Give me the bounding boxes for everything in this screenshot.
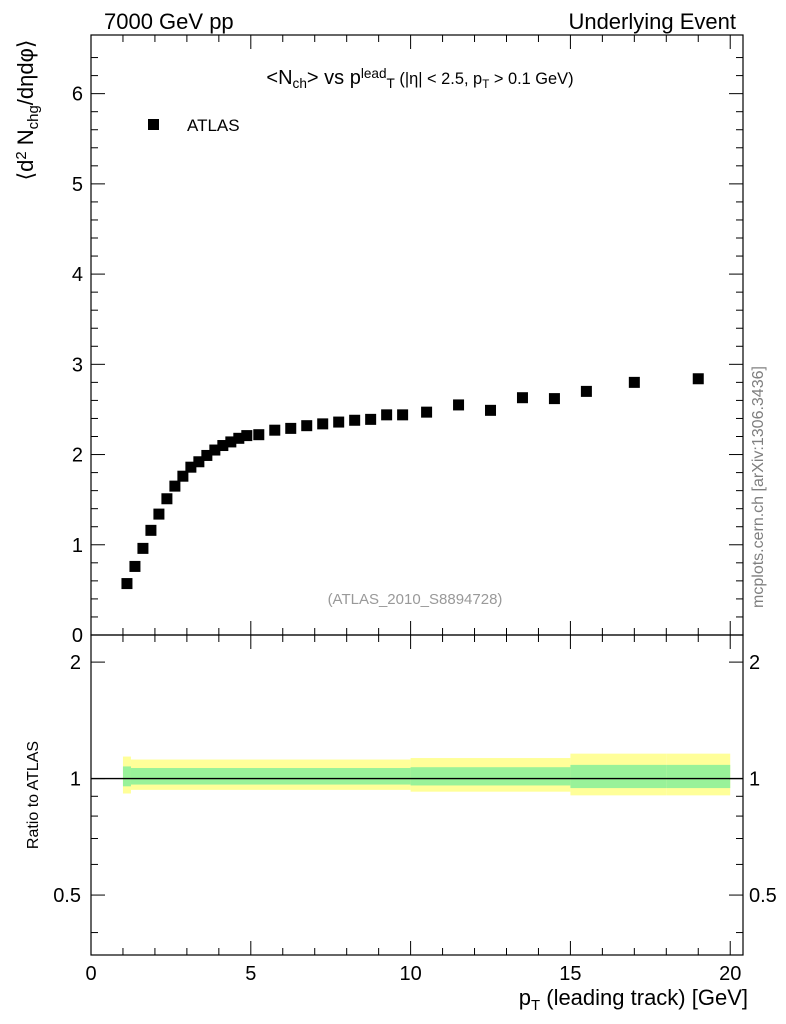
data-point bbox=[453, 399, 465, 411]
data-point bbox=[225, 436, 237, 448]
ratio-band-inner bbox=[666, 764, 731, 789]
legend: ATLAS bbox=[148, 116, 240, 135]
y-tick-label: 3 bbox=[72, 354, 83, 376]
x-tick-label: 15 bbox=[559, 963, 581, 985]
data-point bbox=[301, 420, 313, 432]
data-point bbox=[580, 385, 592, 397]
data-point bbox=[193, 456, 205, 468]
main-axis-ticks: 0 1 2 3 4 5 6 bbox=[72, 35, 743, 647]
data-point bbox=[177, 470, 189, 482]
data-point bbox=[217, 440, 229, 452]
x-tick-label: 5 bbox=[245, 963, 256, 985]
data-point bbox=[161, 493, 173, 505]
y-tick-label: 5 bbox=[72, 174, 83, 196]
data-point bbox=[692, 373, 704, 385]
ratio-band-inner bbox=[570, 764, 667, 789]
header-left-label: 7000 GeV pp bbox=[104, 9, 234, 34]
x-axis-label: pT (leading track) [GeV] bbox=[519, 985, 748, 1014]
ratio-y-tick-label: 1 bbox=[70, 769, 81, 791]
y-tick-label: 0 bbox=[72, 625, 83, 647]
ratio-band-inner bbox=[130, 767, 411, 785]
ratio-y-tick-label: 0.5 bbox=[53, 885, 81, 907]
watermark-label: mcplots.cern.ch [arXiv:1306.3436] bbox=[750, 366, 767, 608]
data-point bbox=[397, 409, 409, 421]
data-point bbox=[185, 461, 197, 473]
data-point bbox=[145, 524, 157, 536]
data-point bbox=[349, 414, 361, 426]
analysis-id-label: (ATLAS_2010_S8894728) bbox=[328, 591, 503, 608]
y-tick-label: 4 bbox=[72, 264, 83, 286]
legend-label-atlas: ATLAS bbox=[187, 116, 240, 135]
x-tick-label: 10 bbox=[399, 963, 421, 985]
data-point bbox=[421, 406, 433, 418]
ratio-band-inner bbox=[122, 766, 131, 787]
ratio-uncertainty-bands bbox=[122, 753, 731, 796]
data-point bbox=[153, 508, 165, 520]
y-tick-label: 6 bbox=[72, 84, 83, 106]
data-point bbox=[137, 542, 149, 554]
main-chart-title: <Nch> vs pleadT (|η| < 2.5, pT > 0.1 GeV… bbox=[266, 66, 573, 91]
ratio-y-tick-label: 2 bbox=[70, 652, 81, 674]
data-point bbox=[233, 432, 245, 444]
data-point bbox=[269, 424, 281, 436]
data-point bbox=[485, 404, 497, 416]
data-point bbox=[201, 449, 213, 461]
data-point bbox=[209, 444, 221, 456]
ratio-plot: 0.5 0.51 12 20 5 10 15 20 Ratio to ATLAS pT (le… bbox=[25, 634, 777, 1014]
ratio-y-tick-label-right: 1 bbox=[749, 769, 760, 791]
y-tick-label: 1 bbox=[72, 535, 83, 557]
ratio-band-inner bbox=[410, 767, 571, 786]
data-point bbox=[285, 422, 297, 434]
data-point bbox=[317, 418, 329, 430]
data-point bbox=[365, 413, 377, 425]
ratio-y-tick-label-right: 0.5 bbox=[749, 885, 777, 907]
y-tick-label: 2 bbox=[72, 445, 83, 467]
legend-marker-atlas bbox=[148, 119, 159, 130]
ratio-plot-frame bbox=[90, 634, 744, 956]
ratio-y-axis-label: Ratio to ATLAS bbox=[25, 741, 42, 849]
x-tick-label: 20 bbox=[719, 963, 741, 985]
data-point bbox=[121, 578, 133, 590]
ratio-axis-ticks: 0.5 0.51 12 20 5 10 15 20 bbox=[53, 635, 777, 985]
data-point bbox=[333, 416, 345, 428]
data-point bbox=[129, 560, 141, 572]
data-point bbox=[516, 392, 528, 404]
data-point bbox=[548, 393, 560, 405]
ratio-y-tick-label-right: 2 bbox=[749, 652, 760, 674]
data-point bbox=[169, 480, 181, 492]
data-point bbox=[253, 429, 265, 441]
data-point bbox=[628, 376, 640, 388]
main-data-marks bbox=[121, 373, 704, 590]
data-point bbox=[381, 409, 393, 421]
main-y-axis-label: ⟨d2 Nchg/dηdφ⟩ bbox=[13, 40, 42, 181]
x-tick-label: 0 bbox=[85, 963, 96, 985]
header-right-label: Underlying Event bbox=[568, 9, 736, 34]
main-plot: 0 1 2 3 4 5 6 <Nch> vs pleadT (|η| < 2.5, pT >… bbox=[13, 34, 744, 647]
data-point bbox=[241, 430, 253, 442]
